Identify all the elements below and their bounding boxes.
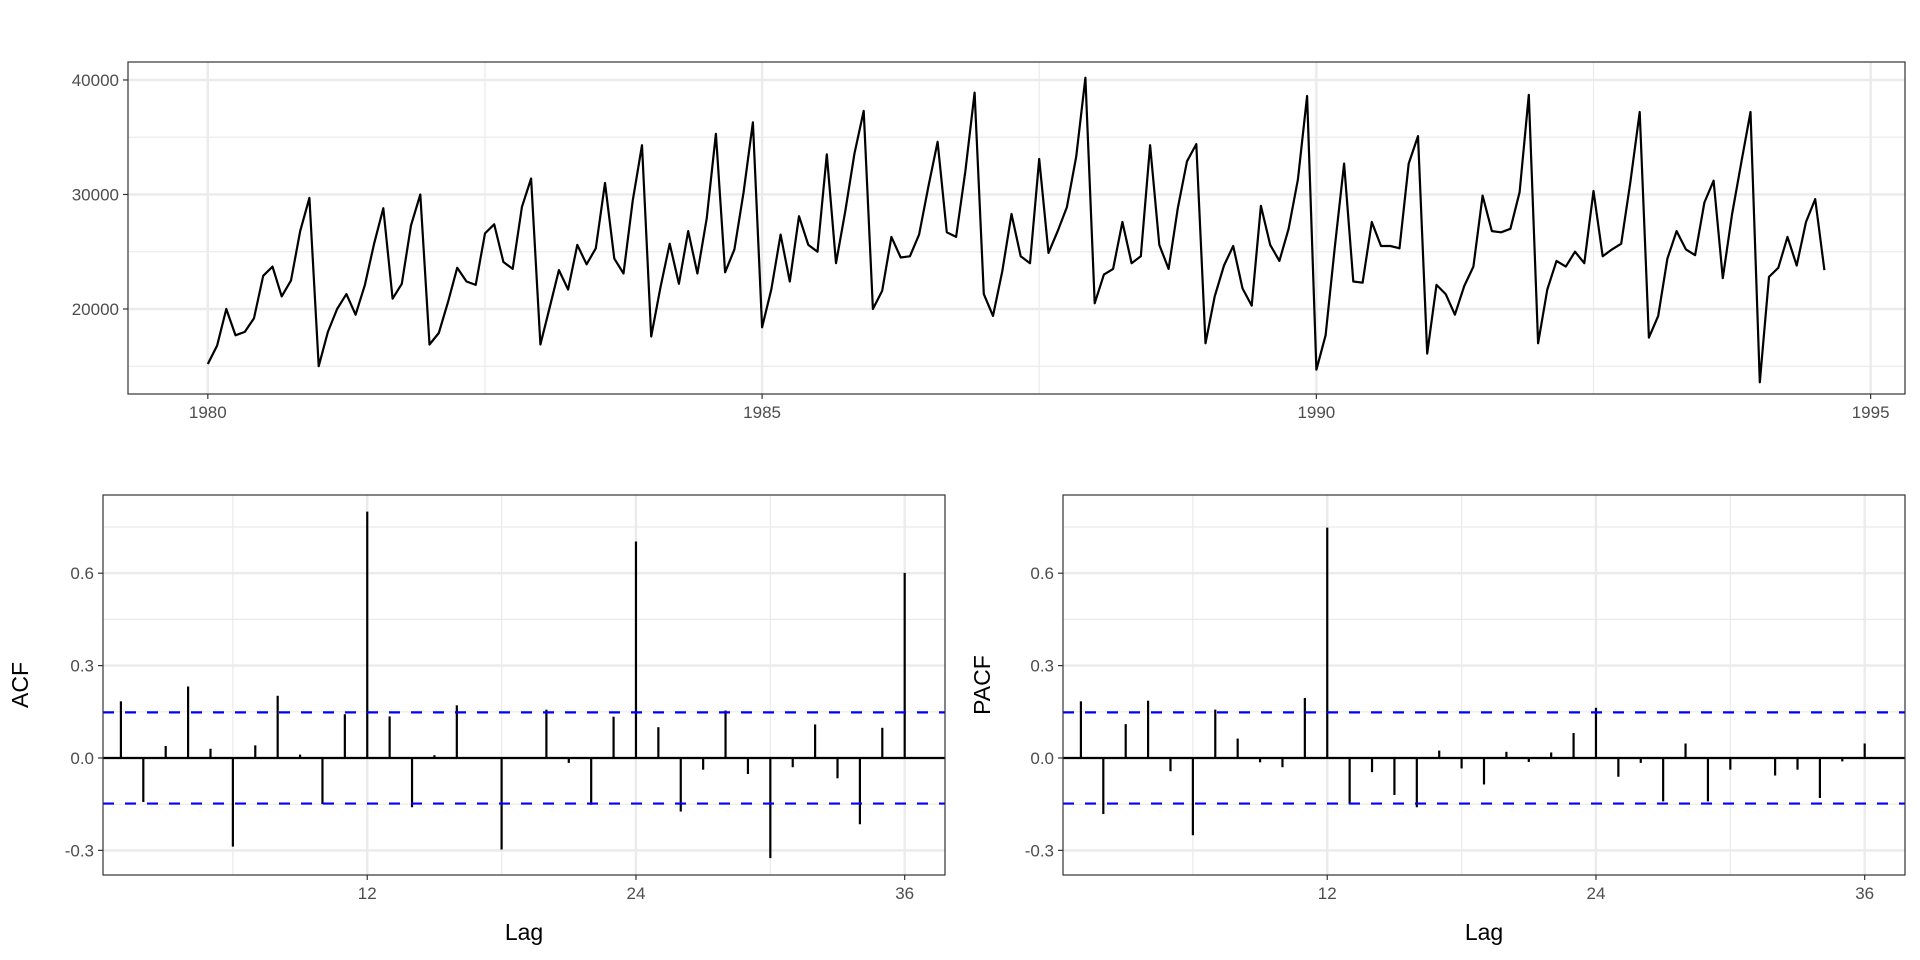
acf-panel: -0.3 0.0 0.3 0.6 12 24 36 Lag ACF bbox=[7, 494, 946, 945]
x-tick-label: 12 bbox=[1318, 884, 1337, 903]
x-tick-label: 36 bbox=[895, 884, 914, 903]
pacf-panel: -0.3 0.0 0.3 0.6 12 24 36 Lag PACF bbox=[969, 494, 1906, 945]
x-tick-label: 24 bbox=[627, 884, 646, 903]
panel-border bbox=[127, 61, 1906, 395]
x-tick-label: 1980 bbox=[189, 403, 227, 422]
x-tick-label: 1995 bbox=[1852, 403, 1890, 422]
panel-border bbox=[102, 494, 946, 876]
y-tick-label: 30000 bbox=[72, 185, 119, 204]
x-tick-label: 12 bbox=[358, 884, 377, 903]
x-tick-label: 1990 bbox=[1297, 403, 1335, 422]
y-tick-label: 0.0 bbox=[1030, 749, 1054, 768]
y-axis-title: ACF bbox=[7, 662, 33, 708]
y-tick-label: 0.3 bbox=[1030, 657, 1054, 676]
y-tick-label: -0.3 bbox=[65, 841, 94, 860]
y-tick-label: 20000 bbox=[72, 300, 119, 319]
y-tick-label: 40000 bbox=[72, 71, 119, 90]
x-tick-label: 36 bbox=[1855, 884, 1874, 903]
y-tick-label: 0.3 bbox=[70, 657, 94, 676]
panel-border bbox=[1062, 494, 1906, 876]
time-series-panel: 20000 30000 40000 1980 1985 1990 1995 bbox=[72, 61, 1906, 422]
y-tick-label: 0.0 bbox=[70, 749, 94, 768]
y-tick-label: 0.6 bbox=[70, 564, 94, 583]
y-axis-title: PACF bbox=[969, 655, 995, 715]
x-axis-title: Lag bbox=[505, 919, 543, 945]
y-tick-label: -0.3 bbox=[1025, 841, 1054, 860]
series-line bbox=[206, 76, 1826, 384]
x-tick-label: 1985 bbox=[743, 403, 781, 422]
y-tick-label: 0.6 bbox=[1030, 564, 1054, 583]
x-axis-title: Lag bbox=[1465, 919, 1503, 945]
x-tick-label: 24 bbox=[1587, 884, 1606, 903]
